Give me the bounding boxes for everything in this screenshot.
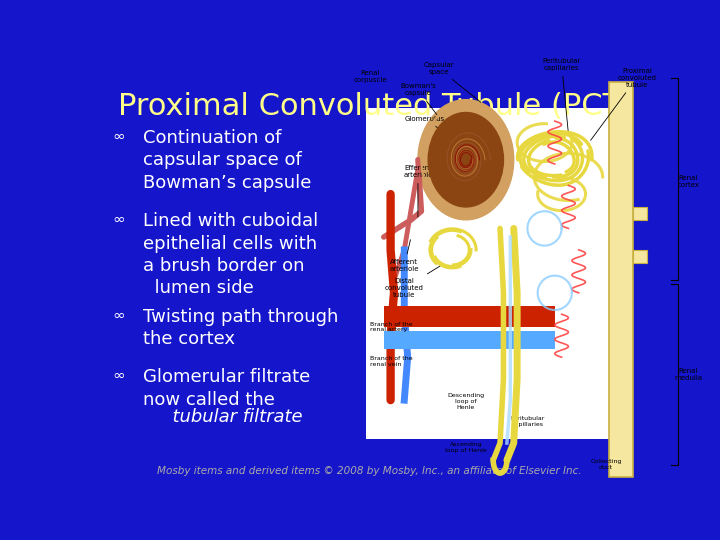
Text: Distal
convoluted
tubule: Distal convoluted tubule xyxy=(385,264,443,298)
Text: Twisting path through
the cortex: Twisting path through the cortex xyxy=(143,308,338,348)
Text: Renal
medulla: Renal medulla xyxy=(674,368,702,381)
Text: Glomerular filtrate
now called the: Glomerular filtrate now called the xyxy=(143,368,310,409)
Text: Mosby items and derived items © 2008 by Mosby, Inc., an affiliate of Elsevier In: Mosby items and derived items © 2008 by … xyxy=(157,465,581,476)
Text: Ascending
loop of Henle: Ascending loop of Henle xyxy=(445,442,487,453)
Text: Descending
loop of
Henle: Descending loop of Henle xyxy=(447,393,485,410)
Text: Capsular
space: Capsular space xyxy=(423,62,481,102)
Text: Afferent
arteriole: Afferent arteriole xyxy=(390,240,419,272)
Text: Renal
corpuscle: Renal corpuscle xyxy=(354,70,387,83)
Circle shape xyxy=(428,112,503,207)
Text: ∞: ∞ xyxy=(112,368,125,383)
Text: Lined with cuboidal
epithelial cells with
a brush border on
  lumen side: Lined with cuboidal epithelial cells wit… xyxy=(143,212,318,297)
Bar xyxy=(609,83,634,477)
Text: Bowman's
capsule: Bowman's capsule xyxy=(400,83,437,114)
Text: tubular filtrate: tubular filtrate xyxy=(143,408,302,426)
Text: ∞: ∞ xyxy=(112,308,125,323)
Circle shape xyxy=(418,99,514,220)
Text: Renal
cortex: Renal cortex xyxy=(677,175,699,188)
Text: ∞: ∞ xyxy=(112,212,125,227)
Bar xyxy=(634,250,647,263)
Text: Efferent
arteriole: Efferent arteriole xyxy=(403,165,433,217)
FancyBboxPatch shape xyxy=(366,109,631,439)
Text: Peritubular
capillaries: Peritubular capillaries xyxy=(510,416,544,427)
Bar xyxy=(634,207,647,220)
Text: Collecting
duct: Collecting duct xyxy=(590,459,622,470)
Bar xyxy=(384,332,554,349)
Text: Proximal
convoluted
tubule: Proximal convoluted tubule xyxy=(590,68,656,140)
Text: Peritubular
capillaries: Peritubular capillaries xyxy=(542,58,581,131)
Text: Branch of the
renal artery: Branch of the renal artery xyxy=(370,322,413,333)
Text: Glomerulus: Glomerulus xyxy=(405,116,464,145)
Text: ∞: ∞ xyxy=(112,129,125,144)
Text: Branch of the
renal vein: Branch of the renal vein xyxy=(370,356,413,367)
Text: Continuation of
capsular space of
Bowman’s capsule: Continuation of capsular space of Bowman… xyxy=(143,129,311,192)
Bar xyxy=(384,306,554,327)
Text: Proximal Convoluted Tubule (PCT): Proximal Convoluted Tubule (PCT) xyxy=(118,92,633,121)
